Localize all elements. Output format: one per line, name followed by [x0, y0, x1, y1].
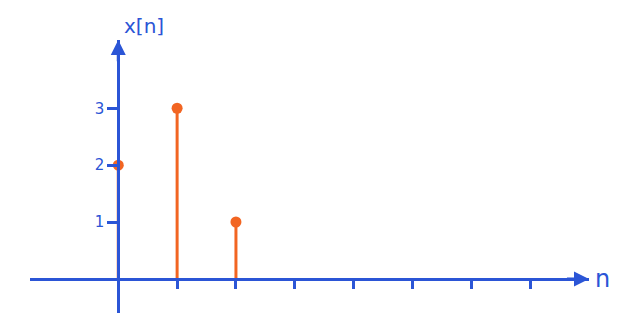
svg-text:x[n]: x[n]: [124, 14, 164, 38]
svg-text:n: n: [595, 265, 610, 293]
svg-text:1: 1: [95, 213, 105, 231]
svg-text:2: 2: [95, 156, 105, 174]
svg-text:3: 3: [95, 100, 105, 118]
